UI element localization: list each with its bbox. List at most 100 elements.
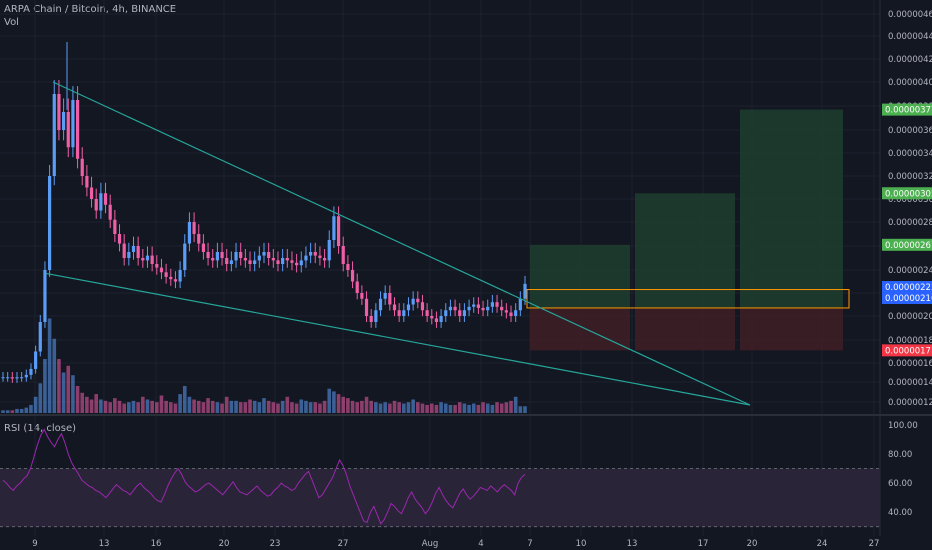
volume-bar — [66, 365, 71, 413]
volume-bar — [89, 399, 94, 413]
time-tick-label: 10 — [576, 539, 587, 549]
volume-bar — [145, 399, 150, 413]
volume-bar — [47, 318, 52, 413]
candle-body — [80, 158, 84, 176]
candle-body — [211, 258, 215, 261]
volume-bar — [187, 396, 192, 413]
candle-body — [495, 302, 499, 307]
candle-body — [10, 377, 14, 379]
time-tick-label: 13 — [627, 539, 638, 549]
candle-body — [281, 258, 285, 264]
volume-bar — [490, 404, 495, 413]
volume-bar — [201, 402, 206, 413]
volume-bar — [173, 403, 178, 413]
volume-bar — [509, 400, 513, 413]
candle-body — [378, 298, 383, 311]
candle-body — [183, 243, 187, 270]
volume-bar — [294, 403, 299, 413]
rsi-pane: 100.00 80.00 60.00 40.00 — [0, 421, 918, 528]
price-badge-label: 0.00000377 — [885, 106, 932, 116]
volume-bar — [313, 402, 318, 413]
volume-bar — [33, 396, 38, 413]
candle-body — [514, 310, 518, 316]
candle-body — [318, 255, 322, 258]
volume-bar — [383, 402, 387, 413]
candle-body — [169, 276, 173, 280]
candle-body — [127, 252, 131, 258]
time-tick-label: 7 — [527, 539, 532, 549]
volume-bar — [476, 404, 481, 413]
candle-body — [374, 310, 378, 322]
volume-bar — [327, 388, 332, 413]
volume-bar — [346, 398, 350, 413]
candle-body — [406, 304, 411, 311]
volume-bar — [206, 398, 210, 413]
time-tick-label: 4 — [478, 539, 483, 549]
candle-body — [458, 310, 462, 316]
price-badge — [882, 281, 932, 293]
candle-body — [299, 260, 303, 266]
volume-bar — [481, 402, 485, 413]
stop-zone-1 — [530, 307, 630, 351]
candle-body — [187, 222, 192, 244]
candle-body — [416, 298, 420, 303]
candle-body — [108, 204, 112, 220]
candle-body — [411, 298, 415, 305]
volume-bars — [1, 318, 527, 413]
candle-body — [103, 193, 108, 205]
volume-bar — [276, 403, 280, 413]
candle-body — [34, 351, 38, 369]
volume-bar — [434, 404, 439, 413]
candle-body — [290, 260, 294, 263]
volume-bar — [285, 396, 290, 413]
candle-body — [509, 312, 513, 316]
volume-bar — [402, 403, 406, 413]
trade-zones — [526, 109, 850, 351]
candle-body — [360, 293, 364, 299]
candle-body — [430, 316, 434, 319]
volume-bar — [467, 404, 471, 413]
volume-bar — [443, 403, 448, 413]
volume-bar — [94, 394, 99, 413]
candle-body — [75, 100, 80, 159]
candle-body — [364, 298, 369, 316]
candle-body — [52, 94, 56, 176]
volume-bar — [369, 400, 373, 413]
candle-body — [448, 306, 453, 311]
volume-bar — [266, 400, 271, 413]
stop-zone-3 — [740, 307, 843, 351]
volume-bar — [248, 399, 252, 413]
candle-body — [1, 377, 5, 379]
candle-body — [24, 374, 28, 378]
candle-body — [234, 252, 238, 261]
price-badge — [882, 238, 932, 251]
candle-body — [402, 310, 406, 316]
volume-bar — [159, 395, 164, 413]
volume-bar — [71, 375, 75, 413]
volume-bar — [99, 399, 103, 413]
volume-bar — [10, 410, 15, 413]
candle-body — [38, 322, 42, 352]
volume-bar — [122, 403, 126, 413]
candle-body — [201, 243, 206, 252]
candle-body — [388, 293, 392, 305]
volume-bar — [19, 408, 24, 413]
volume-bar — [61, 372, 66, 413]
candle-body — [253, 260, 257, 264]
volume-bar — [164, 400, 168, 413]
price-badge — [882, 344, 932, 357]
time-tick-label: 17 — [698, 539, 709, 549]
candle-body — [383, 293, 387, 299]
volume-bar — [215, 402, 220, 413]
volume-bar — [439, 402, 443, 413]
volume-bar — [108, 402, 112, 413]
candle-body — [6, 377, 10, 379]
candle-body — [43, 270, 47, 322]
candle-body — [136, 246, 140, 258]
volume-bar — [252, 400, 257, 413]
candle-body — [369, 316, 373, 322]
rsi-line — [2, 428, 526, 525]
